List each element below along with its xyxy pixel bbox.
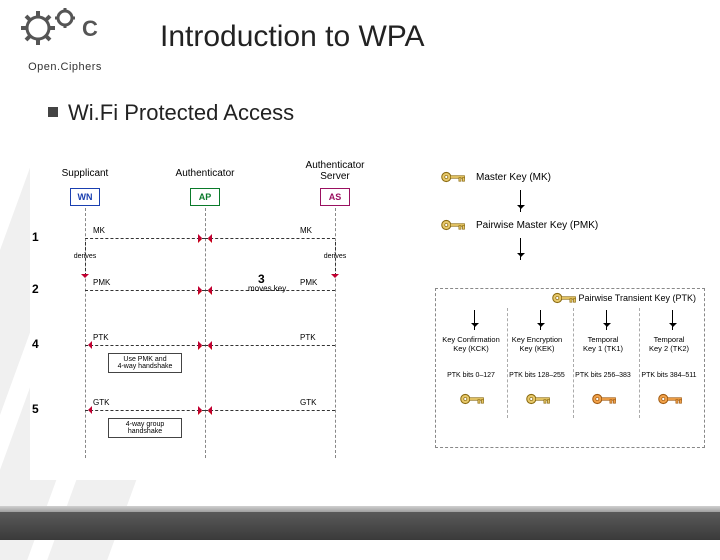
seq-arrow [205,238,335,239]
ptk-bits: PTK bits 256–383 [573,372,633,379]
ptk-top-key [551,291,579,307]
actor-label-wn: Supplicant [45,168,125,179]
seq-arrow [85,290,205,291]
arrow-label: MK [93,226,105,235]
seq-arrow [85,410,205,411]
actor-label-as: Authenticator Server [295,160,375,182]
arrowhead [84,406,92,414]
footer-bar [0,512,720,540]
seq-note-box: 4-way group handshake [108,418,182,438]
arrowhead [204,286,212,294]
arrowhead [204,406,212,414]
actor-label-ap: Authenticator [165,168,245,179]
key-label: Master Key (MK) [476,172,551,183]
ptk-key-icon [657,392,685,408]
step-num: 1 [32,230,39,244]
key-mk: Master Key (MK) [440,170,551,184]
ptk-title: Pairwise Transient Key (PTK) [578,293,696,303]
down-arrowhead [331,274,339,282]
brand-name: Open.Ciphers [10,61,120,73]
arrow-label: MK [300,226,312,235]
ptk-cell: Key Encryption Key (KEK) [507,335,567,353]
bullet-icon [48,107,58,117]
ptk-bits: PTK bits 384–511 [639,372,699,379]
bullet-text: Wi.Fi Protected Access [68,100,294,125]
down-arrowhead [81,274,89,282]
wpa-diagram: Supplicant WN Authenticator AP Authentic… [30,160,690,480]
ptk-key-icon [459,392,487,408]
seq-note-box: Use PMK and 4-way handshake [108,353,182,373]
ptk-arrow [474,310,475,330]
arrow-label: PTK [300,333,316,342]
arrow-label: GTK [300,398,316,407]
step-num: 2 [32,282,39,296]
ptk-cell: Key Confirmation Key (KCK) [441,335,501,353]
seq-arrow [205,345,335,346]
ptk-bits: PTK bits 0–127 [441,372,501,379]
sequence-diagram: Supplicant WN Authenticator AP Authentic… [30,160,410,470]
ptk-divider [507,308,508,418]
arrowhead [204,234,212,242]
arrowhead [84,341,92,349]
ptk-cell: Temporal Key 2 (TK2) [639,335,699,353]
arrowhead [204,341,212,349]
step-num: 5 [32,402,39,416]
down-arrow [520,190,521,212]
arrow-label: GTK [93,398,109,407]
ptk-arrow [672,310,673,330]
actor-box-ap: AP [190,188,220,206]
mid-caption: moves key [248,284,286,293]
down-arrow [520,238,521,260]
bullet-line: Wi.Fi Protected Access [48,100,294,126]
ptk-divider [573,308,574,418]
ptk-box: Pairwise Transient Key (PTK) [435,288,705,448]
brand-logo: C Open.Ciphers [10,6,120,73]
ptk-key-icon [525,392,553,408]
ptk-bits: PTK bits 128–255 [507,372,567,379]
ptk-cell: Temporal Key 1 (TK1) [573,335,633,353]
step-num: 4 [32,337,39,351]
seq-arrow [85,345,205,346]
ptk-divider [639,308,640,418]
down-arrow [335,242,336,276]
key-pmk: Pairwise Master Key (PMK) [440,218,598,232]
actor-box-as: AS [320,188,350,206]
svg-text:C: C [82,16,98,41]
ptk-arrow [540,310,541,330]
down-arrow [85,242,86,276]
ptk-key-icon [591,392,619,408]
seq-arrow [205,410,335,411]
actor-box-wn: WN [70,188,100,206]
ptk-arrow [606,310,607,330]
arrow-label: PMK [93,278,110,287]
lifeline-ap [205,208,206,458]
arrow-label: PMK [300,278,317,287]
arrow-label: PTK [93,333,109,342]
slide-title: Introduction to WPA [160,20,425,54]
key-hierarchy: Master Key (MK) Pairwise Master Key (PMK… [430,160,710,470]
key-label: Pairwise Master Key (PMK) [476,220,598,231]
seq-arrow [85,238,205,239]
